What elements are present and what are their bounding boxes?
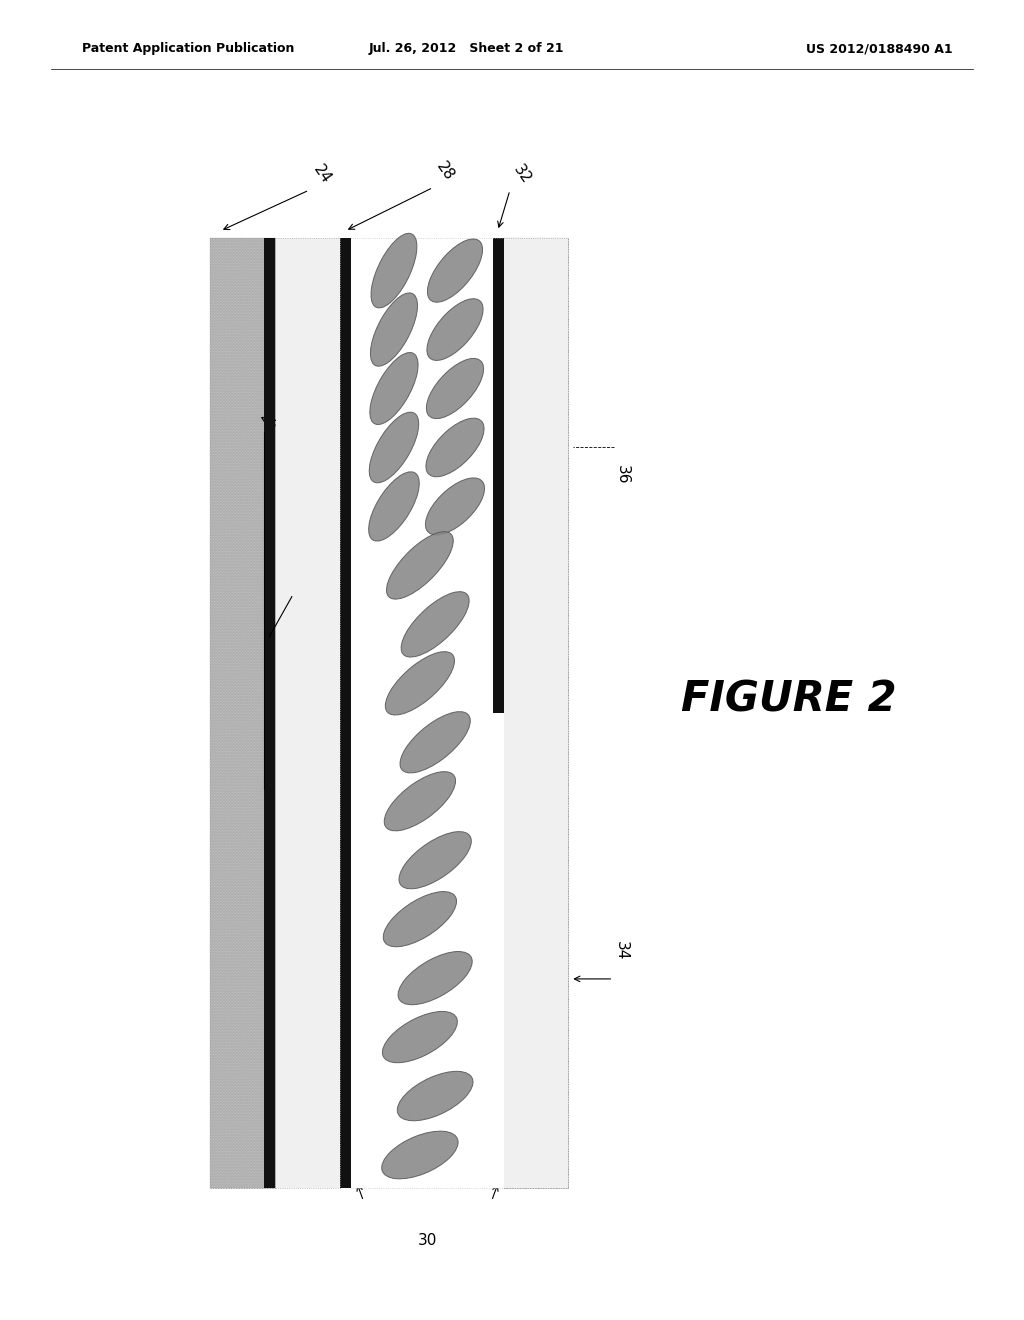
Ellipse shape <box>370 412 419 483</box>
Ellipse shape <box>371 234 417 308</box>
Ellipse shape <box>384 772 456 830</box>
Text: 36: 36 <box>615 466 630 484</box>
Ellipse shape <box>385 652 455 715</box>
Bar <box>340 238 351 1188</box>
Bar <box>264 713 275 1188</box>
Ellipse shape <box>386 532 454 599</box>
Bar <box>210 238 276 1188</box>
Ellipse shape <box>426 359 483 418</box>
Ellipse shape <box>370 352 418 425</box>
Bar <box>504 238 568 1188</box>
Text: 34: 34 <box>614 941 629 960</box>
Text: 24: 24 <box>311 162 334 186</box>
Bar <box>264 238 275 713</box>
Ellipse shape <box>400 711 470 774</box>
Text: US 2012/0188490 A1: US 2012/0188490 A1 <box>806 42 952 55</box>
Ellipse shape <box>399 832 471 888</box>
Text: 32: 32 <box>511 162 534 186</box>
Ellipse shape <box>382 1011 458 1063</box>
Ellipse shape <box>383 891 457 946</box>
Ellipse shape <box>427 239 482 302</box>
Ellipse shape <box>371 293 418 366</box>
Text: 26: 26 <box>281 576 303 599</box>
Bar <box>210 238 276 1188</box>
Ellipse shape <box>427 298 483 360</box>
Ellipse shape <box>382 1131 458 1179</box>
Bar <box>276 238 340 1188</box>
Text: 28: 28 <box>434 160 457 183</box>
Bar <box>504 238 568 1188</box>
Ellipse shape <box>426 418 484 477</box>
Text: 30: 30 <box>418 1233 437 1249</box>
Ellipse shape <box>397 1072 473 1121</box>
Bar <box>493 238 504 713</box>
Bar <box>351 238 504 1188</box>
Text: Patent Application Publication: Patent Application Publication <box>82 42 294 55</box>
Ellipse shape <box>401 591 469 657</box>
Text: 26: 26 <box>257 411 280 434</box>
Ellipse shape <box>398 952 472 1005</box>
Ellipse shape <box>425 478 484 535</box>
Bar <box>504 238 568 1188</box>
Ellipse shape <box>369 471 419 541</box>
Text: FIGURE 2: FIGURE 2 <box>681 678 896 721</box>
Text: Jul. 26, 2012   Sheet 2 of 21: Jul. 26, 2012 Sheet 2 of 21 <box>369 42 563 55</box>
